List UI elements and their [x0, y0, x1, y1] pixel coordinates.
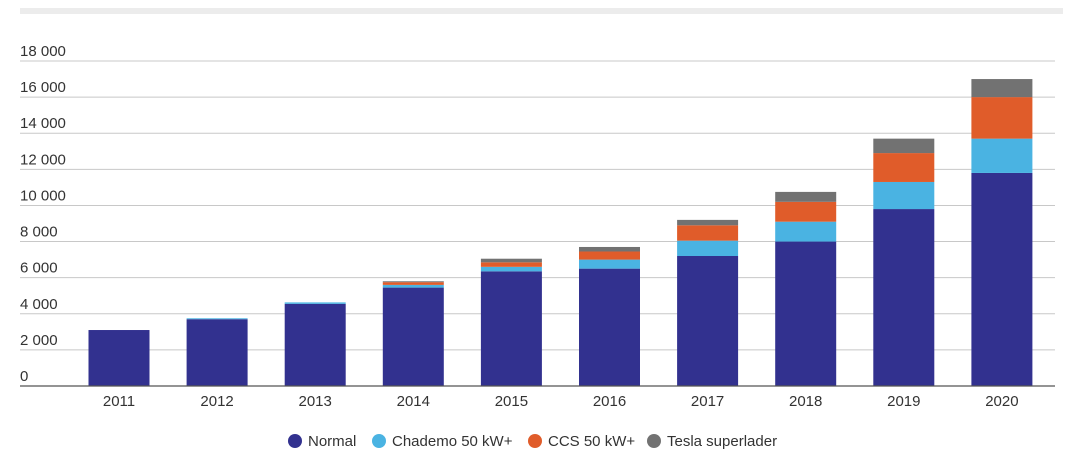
bar-segment-2015-1: [480, 266, 542, 272]
x-tick-label: 2018: [789, 393, 822, 410]
bar-segment-2011-0: [88, 330, 150, 386]
y-tick-label: 18 000: [20, 43, 66, 60]
bar-segment-2014-2: [382, 282, 444, 285]
bar-segment-2015-0: [480, 271, 542, 386]
bars: [88, 79, 1033, 386]
bar-segment-2019-3: [873, 138, 935, 154]
legend-swatch: [372, 434, 386, 448]
legend-swatch: [288, 434, 302, 448]
y-tick-label: 2 000: [20, 332, 58, 349]
y-tick-label: 0: [20, 368, 28, 385]
bar-segment-2016-1: [579, 259, 640, 269]
bar-segment-2015-2: [480, 262, 542, 267]
bar-segment-2016-0: [579, 268, 640, 386]
legend-swatch: [647, 434, 661, 448]
x-tick-label: 2014: [397, 393, 430, 410]
bar-segment-2019-1: [873, 181, 935, 210]
bar-segment-2017-1: [677, 240, 739, 256]
x-tick-label: 2017: [691, 393, 724, 410]
bar-segment-2013-0: [284, 303, 346, 386]
bar-segment-2019-0: [873, 209, 935, 386]
x-tick-label: 2015: [495, 393, 528, 410]
bar-segment-2020-3: [971, 79, 1033, 98]
bar-segment-2018-1: [775, 221, 837, 242]
legend-label: Tesla superlader: [667, 433, 777, 450]
bar-segment-2017-3: [677, 219, 739, 226]
y-tick-label: 16 000: [20, 79, 66, 96]
bar-segment-2014-0: [382, 287, 444, 386]
y-tick-label: 4 000: [20, 296, 58, 313]
x-tick-label: 2013: [299, 393, 332, 410]
legend-label: Chademo 50 kW+: [392, 433, 513, 450]
bar-segment-2015-3: [480, 258, 542, 263]
legend-label: CCS 50 kW+: [548, 433, 635, 450]
bar-segment-2014-1: [382, 284, 444, 288]
x-tick-label: 2020: [985, 393, 1018, 410]
bar-segment-2018-2: [775, 201, 837, 222]
legend-label: Normal: [308, 433, 356, 450]
bar-segment-2012-1: [186, 318, 248, 320]
bar-segment-2020-0: [971, 172, 1033, 386]
y-tick-label: 6 000: [20, 260, 58, 277]
bar-segment-2018-0: [775, 241, 837, 386]
bar-segment-2017-2: [677, 225, 739, 241]
x-tick-label: 2011: [103, 393, 135, 410]
y-tick-label: 12 000: [20, 151, 66, 168]
x-axis: 2011 2012 2013 2014 2015 2016 2017 2018 2019 2020: [103, 393, 1019, 410]
x-tick-label: 2012: [200, 393, 233, 410]
bar-segment-2018-3: [775, 191, 837, 202]
bar-segment-2013-1: [284, 302, 346, 304]
bar-segment-2020-2: [971, 97, 1033, 139]
bar-segment-2017-0: [677, 256, 739, 386]
y-tick-label: 14 000: [20, 115, 66, 132]
legend: Normal Chademo 50 kW+ CCS 50 kW+ Tesla supe…: [288, 433, 777, 450]
x-tick-label: 2016: [593, 393, 626, 410]
y-tick-label: 8 000: [20, 224, 58, 241]
bar-segment-2016-3: [579, 246, 640, 252]
y-axis: 0 2 000 4 000 6 000 8 000 10 000 12 000 14 000 1…: [20, 43, 66, 385]
bar-segment-2012-0: [186, 319, 248, 386]
legend-swatch: [528, 434, 542, 448]
bar-segment-2016-2: [579, 251, 640, 260]
y-tick-label: 10 000: [20, 187, 66, 204]
x-tick-label: 2019: [887, 393, 920, 410]
bar-segment-2014-3: [382, 281, 444, 283]
header-divider: [20, 8, 1063, 14]
bar-segment-2020-1: [971, 138, 1033, 173]
bar-segment-2019-2: [873, 153, 935, 182]
